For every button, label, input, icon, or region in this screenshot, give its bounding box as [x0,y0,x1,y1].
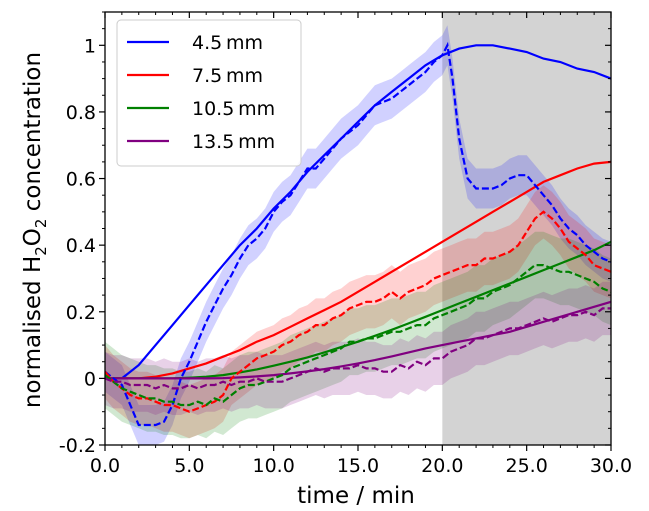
series-0-uncertainty-band [105,25,611,445]
y-tick-label: 0.2 [66,302,96,324]
legend-label: 7.5 mm [192,65,263,87]
series-2-uncertainty-band [105,231,611,439]
y-label-sub1: 2 [32,246,50,256]
y-tick-label: -0.2 [59,435,96,457]
legend: 4.5 mm 7.5 mm 10.5 mm 13.5 mm [116,19,302,167]
x-tick-label: 10.0 [253,455,295,477]
y-label-suffix: concentration [20,52,46,219]
series-1-measured-line [105,210,611,413]
shaded-region [442,12,611,445]
plot-area [105,12,611,445]
y-tick-label: 0.6 [66,169,96,191]
legend-box [116,19,302,167]
y-tick-label: 0.4 [66,235,96,257]
y-label-prefix: normalised H [20,256,46,408]
series-3-uncertainty-band [105,281,611,415]
y-tick-label: 0 [84,368,96,390]
axes: 0.0 5.0 10.0 15.0 20.0 25.0 30.0 -0.2 0 0.2 0.4 0.6… [59,11,632,477]
x-tick-label: 25.0 [506,455,548,477]
y-label-mid: O [20,228,46,246]
x-tick-label: 0.0 [90,455,120,477]
series-3-model-line [105,300,611,380]
x-tick-label: 5.0 [174,455,204,477]
y-tick-label: 1 [84,35,96,57]
series-0-measured-line [105,41,611,427]
y-label-sub2: 2 [32,219,50,229]
y-axis-label: normalised H2O2 concentration [20,52,50,408]
plot-clip-group [105,12,611,445]
y-tick-label: 0.8 [66,102,96,124]
legend-label: 13.5 mm [192,131,275,153]
series-2-measured-line [105,264,611,407]
legend-label: 4.5 mm [192,32,263,54]
series-3-measured-line [105,307,611,390]
series-1-uncertainty-band [105,185,611,439]
x-tick-label: 15.0 [337,455,379,477]
series-0-model-line [105,44,611,380]
legend-label: 10.5 mm [192,98,275,120]
x-axis-label: time / min [297,483,415,509]
x-tick-label: 20.0 [421,455,463,477]
x-tick-label: 30.0 [590,455,632,477]
series-1-model-line [105,160,611,380]
